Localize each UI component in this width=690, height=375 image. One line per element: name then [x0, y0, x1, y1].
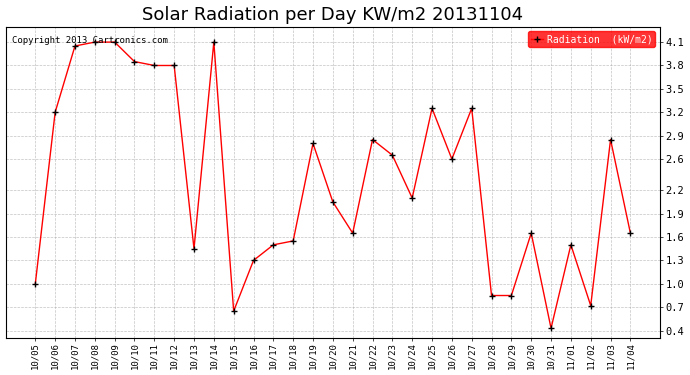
- Legend: Radiation  (kW/m2): Radiation (kW/m2): [528, 32, 656, 47]
- Text: Copyright 2013 Cartronics.com: Copyright 2013 Cartronics.com: [12, 36, 168, 45]
- Title: Solar Radiation per Day KW/m2 20131104: Solar Radiation per Day KW/m2 20131104: [142, 6, 524, 24]
